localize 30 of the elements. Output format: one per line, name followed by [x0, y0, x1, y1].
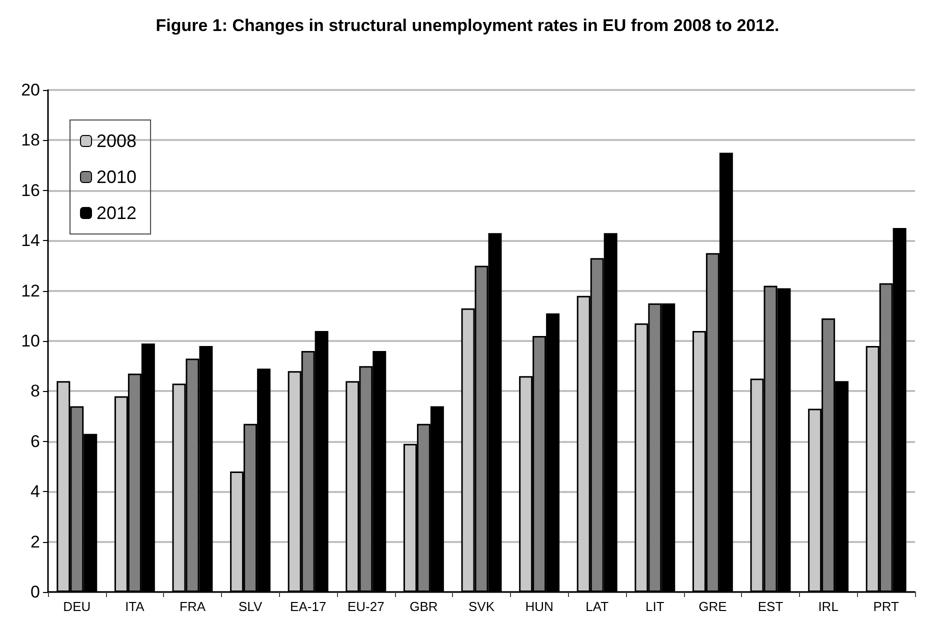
x-tick-label: EU-27 [347, 599, 384, 614]
y-tick-label: 6 [30, 432, 40, 451]
x-tick-label: SVK [468, 599, 495, 614]
y-tick-label: 10 [21, 332, 40, 350]
x-tick-label: ITA [125, 599, 145, 614]
y-tick-label: 8 [30, 382, 40, 401]
y-tick-label: 20 [21, 80, 40, 100]
y-tick-label: 12 [21, 281, 40, 300]
x-tick-label: IRL [818, 599, 838, 614]
x-tick-label: GRE [698, 599, 728, 614]
legend-label: 2012 [96, 203, 137, 223]
x-tick-label: HUN [525, 599, 554, 614]
x-tick-label: LAT [586, 599, 609, 614]
x-tick-label: GBR [410, 599, 438, 614]
x-tick-label: EST [758, 599, 784, 614]
x-tick-label: SLV [238, 599, 262, 614]
chart-title: Figure 1: Changes in structural unemployment rates in EU from 2008 to 2012. [156, 16, 780, 35]
x-tick-label: DEU [63, 599, 91, 614]
legend-label: 2010 [96, 167, 137, 187]
legend-label: 2008 [96, 131, 137, 151]
y-tick-label: 16 [21, 180, 40, 200]
y-tick-label: 2 [30, 532, 40, 552]
x-tick-label: FRA [180, 599, 206, 614]
x-tick-label: LIT [646, 599, 664, 614]
y-tick-label: 0 [30, 582, 40, 602]
x-tick-label: EA-17 [290, 599, 326, 614]
x-tick-label: PRT [873, 599, 900, 614]
y-tick-label: 4 [30, 482, 40, 502]
y-tick-label: 14 [21, 231, 40, 250]
y-tick-label: 18 [21, 130, 40, 150]
